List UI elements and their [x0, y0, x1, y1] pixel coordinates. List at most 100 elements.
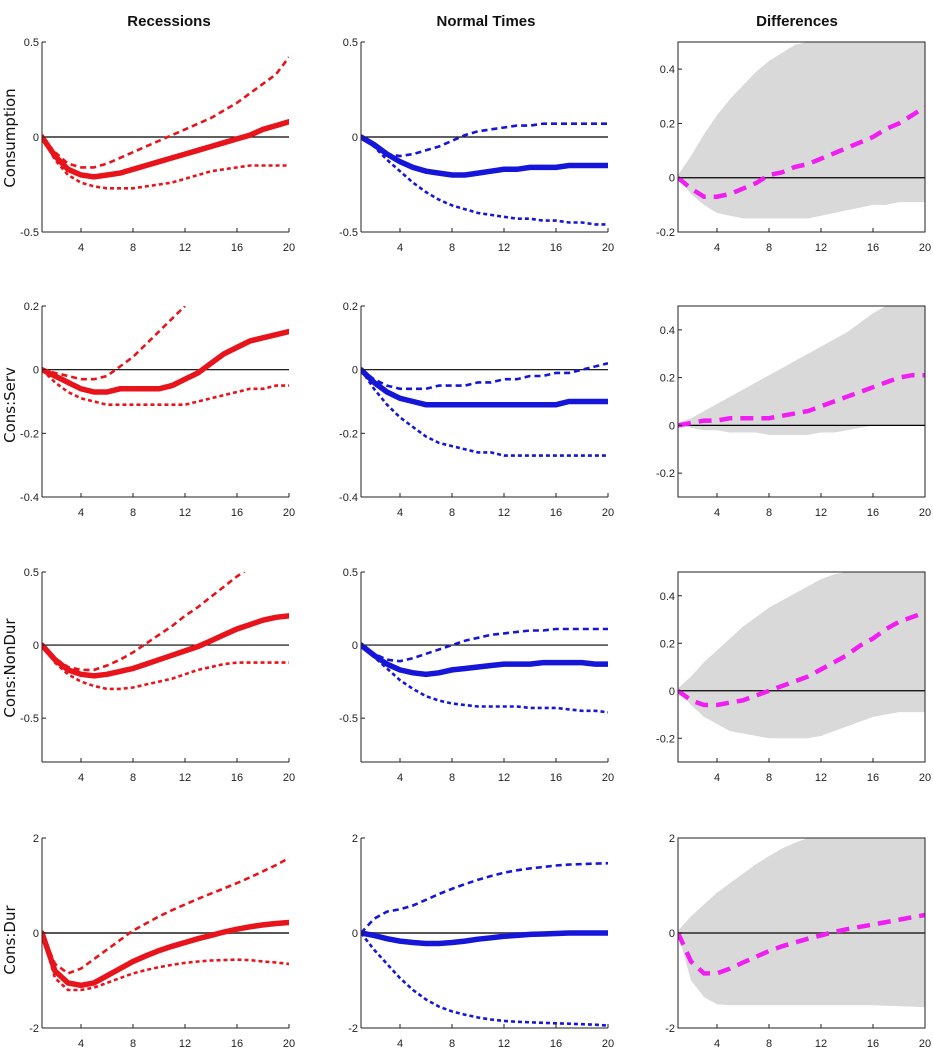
panel-cons-serv-normal-times-ytick-label: 0: [352, 365, 358, 377]
panel-cons-nondur-recessions-ytick-label: -0.5: [20, 713, 39, 725]
panel-cons-serv-differences-difference-line: [678, 372, 925, 428]
panel-cons-dur-differences-ytick-label: 0: [669, 928, 675, 940]
panel-cons-dur-normal-times-lower-bound-line: [361, 932, 608, 1027]
panel-consumption-normal-times-xtick-label: 20: [602, 242, 614, 254]
panel-consumption-normal-times: -0.5 0 0.5 4 8 12 16 20: [339, 37, 614, 254]
panel-cons-dur-recessions-plot-area: [42, 856, 289, 992]
panel-cons-nondur-differences-ytick-label: 0: [669, 686, 675, 698]
panel-consumption-normal-times-ytick-label: -0.5: [339, 227, 358, 239]
panel-consumption-differences-confidence-band: [678, 42, 925, 219]
panel-cons-nondur-normal-times-xtick-label: 16: [550, 772, 562, 784]
panel-cons-serv-recessions-ytick-label: -0.4: [20, 492, 39, 504]
panel-cons-serv-differences-axes-box: [677, 305, 926, 498]
panel-cons-serv-normal-times-ytick-label: -0.4: [339, 492, 358, 504]
panel-cons-nondur-normal-times-xtick-label: 4: [397, 772, 403, 784]
panel-cons-nondur-recessions-xtick-label: 8: [130, 772, 136, 784]
panel-cons-nondur-differences-xtick-label: 8: [766, 772, 772, 784]
panel-cons-serv-differences-xtick-label: 16: [867, 507, 879, 519]
panel-cons-serv-differences-ytick-label: 0.4: [660, 325, 675, 337]
panel-cons-serv-recessions-ytick-label: -0.2: [20, 428, 39, 440]
panel-cons-nondur-recessions-plot-area: [42, 572, 289, 691]
panel-consumption-normal-times-xtick-label: 8: [449, 242, 455, 254]
column-title-normal-times: Normal Times: [437, 13, 536, 30]
panel-cons-dur-differences: -2 0 2 4 8 12 16 20: [665, 833, 931, 1050]
panel-cons-serv-recessions: -0.4 -0.2 0 0.2 4 8 12 16 20: [20, 301, 295, 519]
panel-cons-dur-differences-plot-area: [678, 838, 925, 1008]
panel-cons-dur-normal-times-xtick-label: 20: [602, 1038, 614, 1050]
panel-consumption-recessions-xtick-label: 4: [78, 242, 84, 254]
panel-cons-serv-differences-ytick-label: 0.2: [660, 373, 675, 385]
panel-cons-serv-normal-times-xtick-label: 16: [550, 507, 562, 519]
panel-cons-dur-differences-xtick-label: 16: [867, 1038, 879, 1050]
panel-cons-dur-differences-ytick-label: 2: [669, 833, 675, 845]
panel-consumption-normal-times-ytick-label: 0: [352, 132, 358, 144]
panel-cons-dur-recessions-estimate-line: [42, 919, 289, 989]
row-label-cons-serv: Cons:Serv: [1, 367, 19, 443]
panel-cons-serv-differences: -0.2 0 0.2 0.4 4 8 12 16 20: [656, 305, 931, 519]
panel-consumption-recessions-lower-bound-line: [42, 136, 289, 190]
panel-cons-nondur-normal-times-lower-bound-line: [361, 644, 608, 714]
panel-cons-nondur-recessions-estimate-line: [42, 613, 289, 679]
panel-cons-dur-recessions-xtick-label: 4: [78, 1038, 84, 1050]
panel-cons-serv-normal-times-xtick-label: 8: [449, 507, 455, 519]
panel-cons-nondur-differences-confidence-band: [678, 572, 925, 739]
panel-cons-serv-normal-times-lower-bound-line: [361, 368, 608, 457]
panel-consumption-differences-ytick-label: -0.2: [656, 227, 675, 239]
panel-cons-nondur-recessions-lower-bound-line: [42, 644, 289, 691]
panel-cons-dur-recessions-ytick-label: 2: [33, 833, 39, 845]
panel-cons-nondur-differences-difference-line: [678, 610, 925, 708]
panel-cons-serv-recessions-plot-area: [42, 306, 289, 406]
panel-cons-dur-differences-xtick-label: 12: [815, 1038, 827, 1050]
panel-consumption-differences-xtick-label: 8: [766, 242, 772, 254]
panel-cons-nondur-normal-times-ytick-label: -0.5: [339, 713, 358, 725]
panel-consumption-recessions-xtick-label: 8: [130, 242, 136, 254]
panel-cons-dur-normal-times-xtick-label: 16: [550, 1038, 562, 1050]
panel-cons-nondur-differences-axes-box: [677, 571, 926, 763]
panel-consumption-differences: -0.2 0 0.2 0.4 4 8 12 16 20: [656, 41, 931, 254]
panel-consumption-differences-ytick-label: 0: [669, 173, 675, 185]
panel-cons-dur-differences-xtick-label: 4: [714, 1038, 720, 1050]
panel-consumption-recessions-xtick-label: 16: [231, 242, 243, 254]
panel-cons-nondur-differences-plot-area: [678, 572, 925, 739]
panel-cons-serv-recessions-xtick-label: 12: [179, 507, 191, 519]
panel-cons-serv-differences-plot-area: [678, 306, 925, 435]
panel-cons-dur-recessions: -2 0 2 4 8 12 16 20: [29, 833, 295, 1050]
panel-cons-dur-normal-times-upper-bound-line: [361, 861, 608, 934]
panel-consumption-differences-ytick-label: 0.2: [660, 118, 675, 130]
panel-consumption-differences-xtick-label: 20: [919, 242, 931, 254]
panel-consumption-recessions-upper-bound-line: [42, 56, 289, 169]
panel-cons-serv-differences-xtick-label: 12: [815, 507, 827, 519]
panel-cons-serv-normal-times-xtick-label: 12: [498, 507, 510, 519]
panel-cons-nondur-normal-times-xtick-label: 8: [449, 772, 455, 784]
panel-cons-nondur-recessions-xtick-label: 20: [283, 772, 295, 784]
panel-cons-serv-differences-ytick-label: 0: [669, 420, 675, 432]
panel-cons-serv-normal-times-xtick-label: 4: [397, 507, 403, 519]
panel-cons-dur-differences-xtick-label: 8: [766, 1038, 772, 1050]
panel-cons-nondur-normal-times-xtick-label: 20: [602, 772, 614, 784]
panel-cons-nondur-recessions-ytick-label: 0: [33, 640, 39, 652]
panel-consumption-recessions-ytick-label: -0.5: [20, 227, 39, 239]
panel-consumption-normal-times-xtick-label: 16: [550, 242, 562, 254]
panel-consumption-differences-xtick-label: 12: [815, 242, 827, 254]
panel-cons-nondur-normal-times-ytick-label: 0: [352, 640, 358, 652]
panel-cons-nondur-differences: -0.2 0 0.2 0.4 4 8 12 16 20: [656, 571, 931, 784]
panel-consumption-recessions-ytick-label: 0.5: [24, 37, 39, 49]
panel-cons-dur-recessions-lower-bound-line: [42, 932, 289, 992]
panel-cons-serv-normal-times-xtick-label: 20: [602, 507, 614, 519]
panel-consumption-differences-difference-line: [678, 105, 925, 199]
panel-cons-serv-recessions-ytick-label: 0: [33, 365, 39, 377]
panel-cons-serv-differences-confidence-band: [678, 306, 925, 435]
panel-cons-nondur-normal-times-upper-bound-line: [361, 627, 608, 663]
column-title-differences: Differences: [756, 13, 838, 30]
panel-consumption-differences-plot-area: [678, 42, 925, 219]
panel-consumption-differences-xtick-label: 4: [714, 242, 720, 254]
panel-cons-serv-recessions-xtick-label: 4: [78, 507, 84, 519]
panel-cons-dur-differences-xtick-label: 20: [919, 1038, 931, 1050]
panel-cons-dur-differences-difference-line: [678, 912, 925, 976]
panel-cons-dur-normal-times-xtick-label: 4: [397, 1038, 403, 1050]
panel-cons-nondur-recessions-xtick-label: 12: [179, 772, 191, 784]
panel-cons-serv-normal-times-upper-bound-line: [361, 362, 608, 391]
panel-cons-nondur-recessions-xtick-label: 16: [231, 772, 243, 784]
row-label-cons-nondur: Cons:NonDur: [1, 618, 19, 718]
